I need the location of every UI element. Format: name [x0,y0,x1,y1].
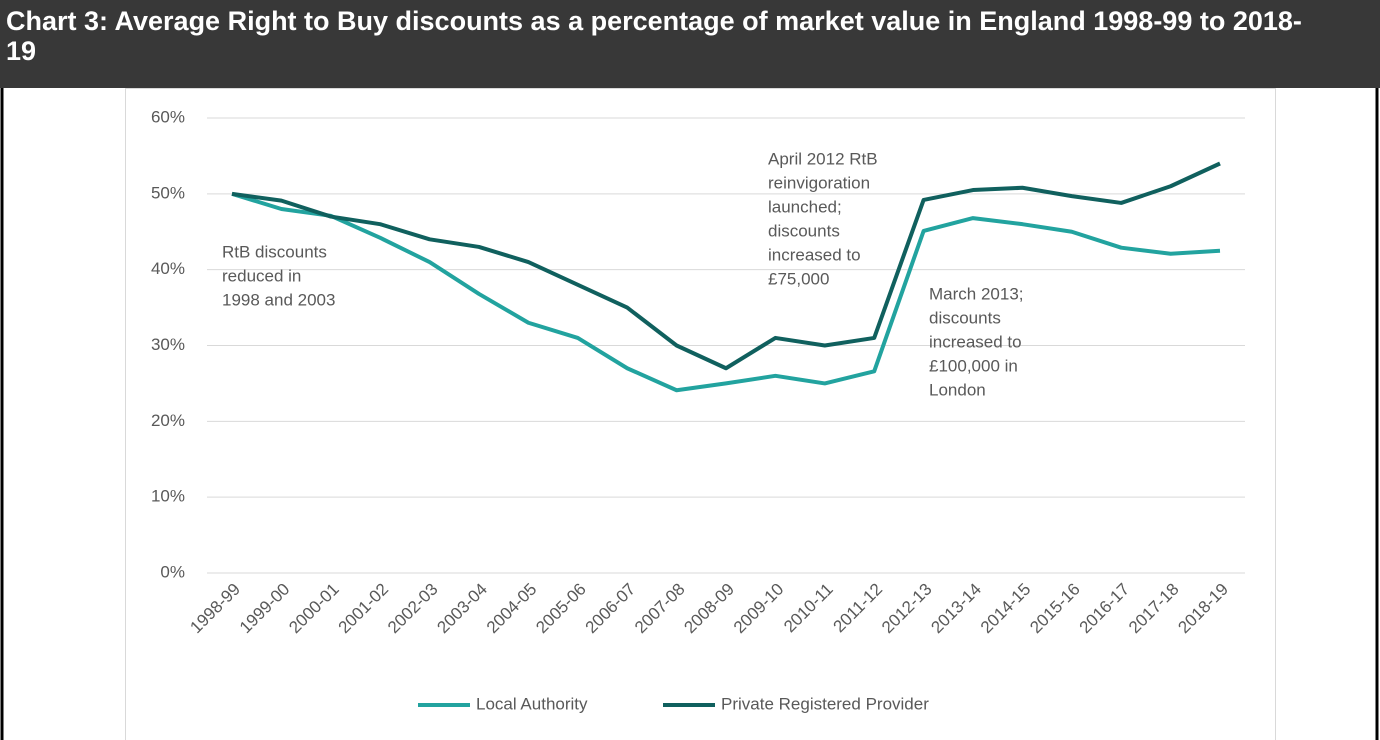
x-tick-label: 2017-18 [1125,580,1183,638]
x-tick-label: 2006-07 [582,580,640,638]
x-tick-label: 2004-05 [483,580,541,638]
annotation: increased to [929,332,1022,351]
x-tick-label: 2007-08 [631,580,689,638]
x-tick-label: 2011-12 [830,580,887,637]
x-tick-label: 2014-15 [977,580,1035,638]
x-tick-label: 2003-04 [433,580,491,638]
series-line [231,161,1221,371]
annotation: discounts [768,221,840,240]
annotation: reinvigoration [768,173,870,192]
x-tick-label: 2010-11 [780,580,837,637]
y-tick-label: 60% [151,107,185,126]
annotation: April 2012 RtB [768,149,878,168]
x-tick-label: 2008-09 [680,580,738,638]
y-tick-label: 50% [151,183,185,202]
y-tick-label: 10% [151,487,185,506]
x-tick-label: 2000-01 [285,580,343,638]
x-tick-label: 1999-00 [236,580,294,638]
x-tick-label: 2001-02 [335,580,393,638]
annotation: March 2013; [929,284,1024,303]
chart-title: Chart 3: Average Right to Buy discounts … [0,0,1380,88]
x-tick-label: 2009-10 [730,580,788,638]
annotation: increased to [768,245,861,264]
x-tick-label: 2013-14 [927,580,985,638]
x-tick-label: 2005-06 [532,580,590,638]
series-line [231,191,1221,393]
legend-label: Private Registered Provider [721,694,929,713]
annotation: reduced in [222,266,301,285]
x-tick-label: 2012-13 [878,580,936,638]
y-tick-label: 20% [151,411,185,430]
x-tick-label: 2015-16 [1026,580,1084,638]
annotation: £100,000 in [929,356,1018,375]
annotation: discounts [929,308,1001,327]
annotation: £75,000 [768,269,829,288]
y-tick-label: 40% [151,259,185,278]
annotation: London [929,380,986,399]
x-tick-label: 1998-99 [186,580,244,638]
annotation: launched; [768,197,842,216]
y-tick-label: 30% [151,335,185,354]
x-tick-label: 2002-03 [384,580,442,638]
annotation: RtB discounts [222,242,327,261]
x-tick-label: 2018-19 [1174,580,1232,638]
y-tick-label: 0% [160,562,185,581]
legend-label: Local Authority [476,694,588,713]
plot-frame [125,88,1276,740]
annotation: 1998 and 2003 [222,290,335,309]
x-tick-label: 2016-17 [1076,580,1134,638]
